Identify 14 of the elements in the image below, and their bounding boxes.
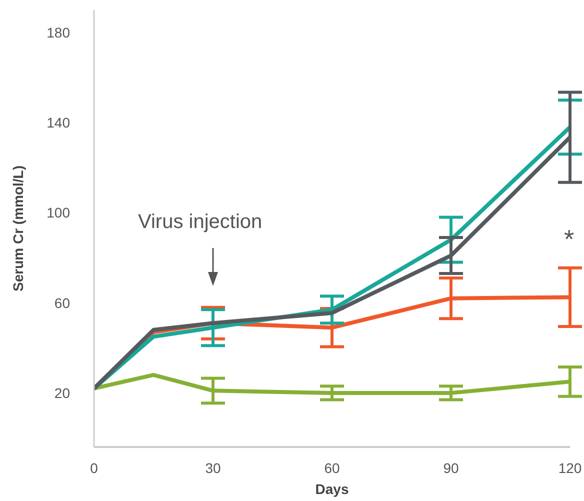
y-axis-title: Serum Cr (mmol/L) — [10, 165, 26, 292]
y-tick-label: 60 — [54, 294, 70, 311]
y-tick-label: 180 — [46, 24, 70, 40]
annotation: Virus injection — [138, 211, 262, 233]
x-axis-title: Days — [315, 481, 349, 497]
x-tick-label: 0 — [90, 460, 98, 476]
x-tick-label: 60 — [324, 460, 340, 476]
y-tick-label: 20 — [54, 384, 70, 401]
y-tick-label: 140 — [46, 114, 70, 131]
x-tick-label: 30 — [205, 460, 221, 476]
x-tick-label: 120 — [558, 460, 582, 476]
x-tick-label: 90 — [443, 460, 459, 476]
annotation: * — [564, 224, 574, 254]
y-tick-label: 100 — [46, 204, 70, 221]
